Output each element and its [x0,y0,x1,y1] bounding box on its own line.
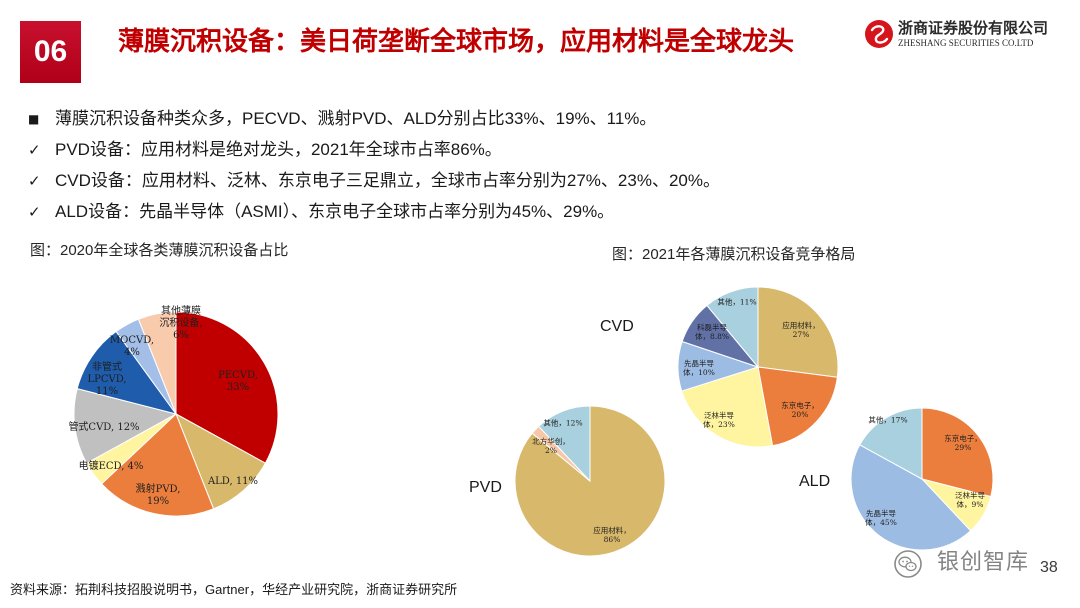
ald-pie [850,407,994,551]
equipment-share-pie-label: MOCVD, 4% [109,335,155,358]
pie-title-pvd: PVD [469,479,502,496]
bullet-item: ✓ PVD设备：应用材料是绝对龙头，2021年全球市占率86%。 [28,139,502,161]
cvd-pie [677,286,839,448]
figure-caption-left: 图：2020年全球各类薄膜沉积设备占比 [30,242,289,259]
section-number: 06 [33,35,68,68]
equipment-share-pie-slice [76,330,178,415]
cvd-pie-label: 应用材料，27% [782,321,820,339]
ald-pie-label: 先晶半导体，45% [865,509,897,527]
cvd-pie-label: 泛林半导体，23% [703,411,735,429]
equipment-share-pie [73,311,279,517]
company-name-en: ZHESHANG SECURITIES CO.LTD [898,38,1034,48]
ald-pie-label: 泛林半导体，9% [955,491,985,509]
bullet-text: PVD设备：应用材料是绝对龙头，2021年全球市占率86%。 [55,140,502,159]
equipment-share-pie-label: 溅射PVD, 19% [135,484,181,507]
ald-pie-slice [921,407,994,498]
cvd-pie-label: 科磊半导体，8.8% [694,323,730,341]
equipment-share-pie-label: 非管式LPCVD, 11% [87,362,127,397]
pvd-pie-slice [537,405,591,483]
equipment-share-pie-label: ALD, 11% [207,476,259,487]
ald-pie-slice [859,407,923,480]
equipment-share-pie-slice [137,311,177,415]
square-bullet-icon: ■ [28,112,40,126]
cvd-pie-slice [757,366,838,447]
equipment-share-pie-slice [175,412,267,510]
cvd-pie-slice [757,286,839,378]
pvd-pie-label: 北方华创，2% [532,437,570,455]
bullet-text: 薄膜沉积设备种类众多，PECVD、溅射PVD、ALD分别占比33%、19%、11… [55,109,657,128]
wechat-icon [894,550,922,578]
equipment-share-pie-label: 电镀ECD, 4% [78,461,144,472]
pvd-pie-label: 其他，12% [543,418,583,428]
equipment-share-pie-slice [73,388,178,464]
bullet-text: CVD设备：应用材料、泛林、东京电子三足鼎立，全球市占率分别为27%、23%、2… [55,171,720,190]
ald-pie-slice [850,444,972,551]
equipment-share-pie-label: 管式CVD, 12% [68,422,140,433]
section-number-badge: 06 [20,21,81,83]
ald-pie-label: 东京电子，29% [944,434,982,452]
page-number: 38 [1040,559,1058,576]
cvd-pie-label: 先晶半导体，10% [683,359,715,377]
cvd-pie-label: 其他，11% [717,297,757,307]
check-bullet-icon: ✓ [28,141,41,159]
bullet-item: ✓ ALD设备：先晶半导体（ASMI）、东京电子全球市占率分别为45%、29%。 [28,201,614,223]
company-name-cn: 浙商证券股份有限公司 [898,19,1049,37]
equipment-share-pie-label: 其他薄膜沉积设备, 6% [159,306,203,341]
source-note: 资料来源：拓荆科技招股说明书，Gartner，华经产业研究院，浙商证券研究所 [10,582,458,597]
bullet-item: ■ 薄膜沉积设备种类众多，PECVD、溅射PVD、ALD分别占比33%、19%、1… [28,108,656,130]
pie-title-cvd: CVD [600,318,634,335]
zheshang-logo-icon [865,20,893,48]
bullet-item: ✓ CVD设备：应用材料、泛林、东京电子三足鼎立，全球市占率分别为27%、23%、… [28,170,720,192]
check-bullet-icon: ✓ [28,203,41,221]
bullet-text: ALD设备：先晶半导体（ASMI）、东京电子全球市占率分别为45%、29%。 [55,202,615,221]
cvd-pie-slice [706,286,759,369]
company-logo: 浙商证券股份有限公司 ZHESHANG SECURITIES CO.LTD [864,19,1064,51]
equipment-share-pie-slice [100,413,215,517]
pvd-pie-label: 应用材料，86% [593,526,631,544]
watermark-text: 银创智库 [937,550,1030,575]
equipment-share-pie-label: PECVD, 33% [218,370,258,393]
equipment-share-pie-slice [175,311,279,464]
cvd-pie-label: 东京电子，20% [781,401,819,419]
slide-title: 薄膜沉积设备：美日荷垄断全球市场，应用材料是全球龙头 [118,27,795,57]
cvd-pie-slice [681,366,774,448]
ald-pie-label: 其他，17% [868,415,908,425]
figure-caption-right: 图：2021年各薄膜沉积设备竞争格局 [612,246,856,263]
pvd-pie [514,405,666,557]
watermark: 银创智库 [893,549,1043,579]
check-bullet-icon: ✓ [28,172,41,190]
pie-title-ald: ALD [799,473,831,490]
